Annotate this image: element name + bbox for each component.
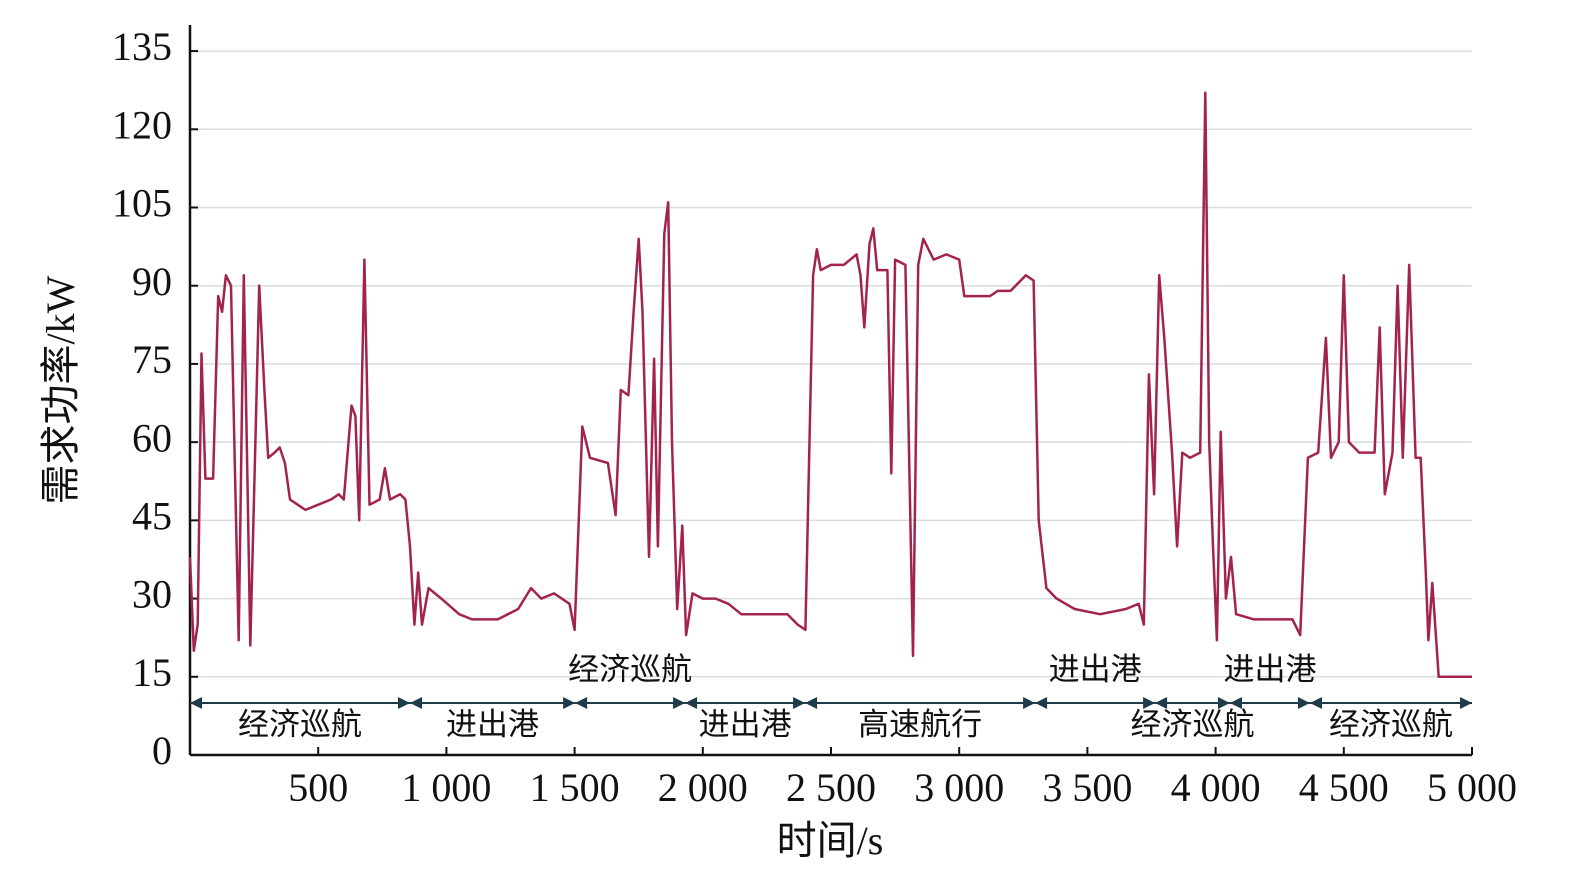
y-tick-label: 135 <box>112 24 172 69</box>
y-tick-label: 105 <box>112 181 172 226</box>
y-tick-label: 90 <box>132 259 172 304</box>
arrow-head <box>1155 697 1168 709</box>
x-tick-label: 4 000 <box>1171 765 1261 810</box>
arrow-head <box>673 697 686 709</box>
y-axis-title: 需求功率/kW <box>38 275 83 504</box>
arrow-head <box>1309 697 1322 709</box>
arrow-head <box>409 697 422 709</box>
y-tick-label: 60 <box>132 415 172 460</box>
x-tick-label: 3 000 <box>914 765 1004 810</box>
segment-label: 进出港 <box>699 707 792 742</box>
segment-label: 高速航行 <box>858 707 982 742</box>
x-axis-title: 时间/s <box>777 818 884 863</box>
arrow-head <box>1143 697 1156 709</box>
x-tick-label: 2 000 <box>658 765 748 810</box>
arrow-head <box>190 697 202 709</box>
arrow-head <box>563 697 576 709</box>
segment-label: 经济巡航 <box>568 652 692 687</box>
y-tick-label: 120 <box>112 102 172 147</box>
x-tick-label: 2 500 <box>786 765 876 810</box>
segment-label: 经济巡航 <box>1131 707 1255 742</box>
x-tick-label: 5 000 <box>1427 765 1517 810</box>
x-tick-label: 3 500 <box>1042 765 1132 810</box>
y-tick-label: 15 <box>132 650 172 695</box>
arrow-head <box>1023 697 1036 709</box>
segment-label: 进出港 <box>1223 652 1316 687</box>
x-tick-label: 1 500 <box>530 765 620 810</box>
arrow-head <box>793 697 806 709</box>
segment-label: 经济巡航 <box>1329 707 1453 742</box>
arrow-head <box>575 697 588 709</box>
segment-label: 经济巡航 <box>238 707 362 742</box>
segment-label: 进出港 <box>1049 652 1142 687</box>
y-tick-label: 45 <box>132 494 172 539</box>
segment-label: 进出港 <box>446 707 539 742</box>
arrow-head <box>805 697 818 709</box>
arrow-head <box>397 697 410 709</box>
line-series <box>188 91 1472 679</box>
x-tick-label: 500 <box>288 765 348 810</box>
x-tick-label: 1 000 <box>401 765 491 810</box>
arrow-head <box>1229 697 1242 709</box>
arrow-head <box>1035 697 1048 709</box>
arrow-head <box>1217 697 1230 709</box>
arrow-head <box>1460 697 1472 709</box>
y-tick-label: 30 <box>132 572 172 617</box>
y-tick-label: 75 <box>132 337 172 382</box>
y-tick-label: 0 <box>152 728 172 773</box>
arrow-head <box>1297 697 1310 709</box>
arrow-head <box>685 697 698 709</box>
x-tick-label: 4 500 <box>1299 765 1389 810</box>
